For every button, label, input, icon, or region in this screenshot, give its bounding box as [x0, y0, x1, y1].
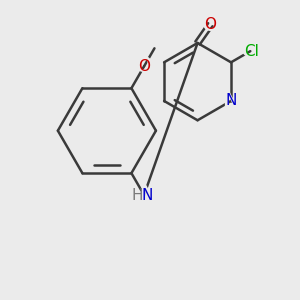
- Text: N: N: [222, 91, 240, 111]
- Text: O: O: [135, 56, 153, 76]
- Text: H: H: [132, 188, 143, 202]
- Text: N: N: [142, 188, 153, 202]
- Text: Cl: Cl: [244, 44, 259, 59]
- Text: O: O: [138, 59, 150, 74]
- Text: N: N: [225, 94, 237, 109]
- Text: O: O: [202, 15, 219, 35]
- Text: H: H: [129, 185, 146, 205]
- Text: N: N: [139, 185, 156, 205]
- Text: Cl: Cl: [241, 41, 263, 61]
- Text: O: O: [204, 17, 216, 32]
